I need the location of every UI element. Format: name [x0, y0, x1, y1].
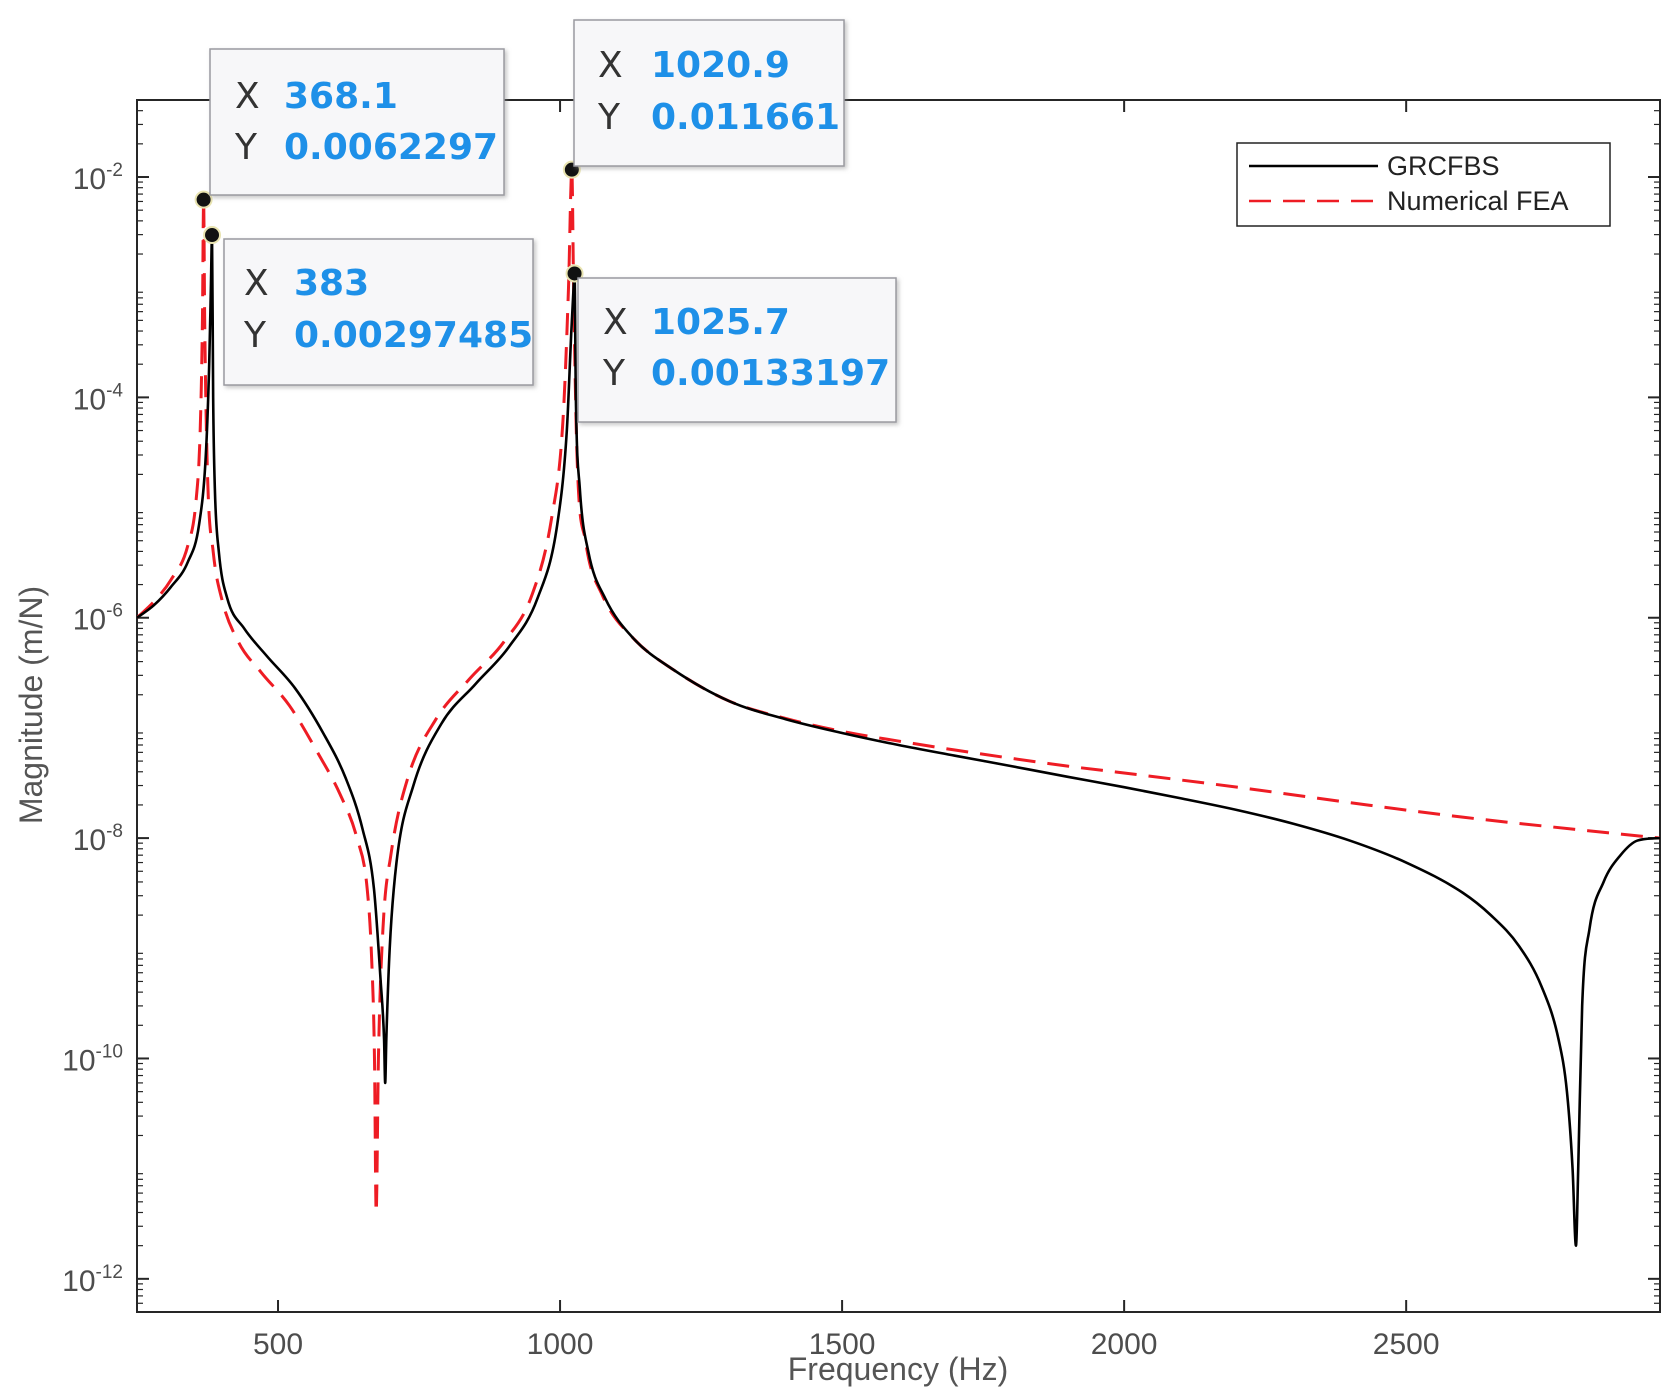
y-tick-label-base: 10	[73, 383, 106, 416]
datatip-x-letter: X	[598, 45, 623, 86]
datatip-3-text: X 1025.7 Y 0.00133197	[602, 302, 890, 394]
series-layer	[137, 168, 1660, 1247]
y-tick-label: 10-10	[62, 1041, 123, 1077]
datatip-1[interactable]	[223, 238, 534, 386]
y-tick-label-base: 10	[62, 1044, 95, 1077]
datatip-box	[573, 19, 845, 167]
legend-box	[1236, 142, 1611, 227]
x-axis-label: Frequency (Hz)	[788, 1351, 1009, 1387]
y-tick-label-exponent: -6	[106, 601, 123, 622]
datatip-y-value: 0.00133197	[651, 353, 890, 394]
datatip-y-letter: Y	[597, 97, 621, 138]
x-tick-label: 500	[253, 1328, 303, 1361]
legend: GRCFBS Numerical FEA	[1236, 142, 1611, 227]
datatip-0-text: X 368.1 Y 0.0062297	[234, 76, 498, 168]
datatip-x-letter: X	[603, 302, 628, 343]
x-tick-label: 1500	[809, 1328, 876, 1361]
datatip-x-value: 1025.7	[651, 302, 790, 343]
datatip-x-value: 368.1	[284, 76, 398, 117]
datatip-3[interactable]	[577, 277, 897, 423]
datatip-y-letter: Y	[602, 353, 626, 394]
y-tick-label: 10-4	[73, 380, 124, 416]
legend-label-numerical-fea: Numerical FEA	[1387, 186, 1569, 216]
y-tick-label-exponent: -4	[106, 380, 123, 401]
y-tick-label-base: 10	[73, 604, 106, 637]
datatip-marker[interactable]	[203, 226, 222, 245]
y-tick-label: 10-2	[73, 160, 123, 196]
y-tick-label: 10-12	[62, 1262, 123, 1298]
datatip-marker[interactable]	[194, 190, 213, 209]
datatip-y-value: 0.011661	[651, 97, 840, 138]
x-tick-label: 2000	[1091, 1328, 1158, 1361]
series-line-grcfbs	[137, 233, 1660, 1247]
y-tick-label: 10-8	[73, 821, 123, 857]
datatip-box	[577, 277, 897, 423]
y-tick-label-base: 10	[73, 163, 106, 196]
y-tick-label-exponent: -10	[96, 1041, 123, 1062]
datatip-0[interactable]	[209, 48, 505, 196]
y-tick-label-exponent: -8	[106, 821, 123, 842]
x-axis-ticks: 500 1000 1500 2000 2500	[253, 100, 1440, 1361]
datatip-box	[223, 238, 534, 386]
datatip-y-letter: Y	[243, 315, 267, 356]
datatip-2-text: X 1020.9 Y 0.011661	[597, 45, 840, 138]
datatip-y-value: 0.0062297	[284, 127, 498, 168]
x-tick-label: 1000	[527, 1328, 594, 1361]
y-tick-label-exponent: -12	[96, 1262, 123, 1283]
y-tick-label-base: 10	[62, 1265, 95, 1298]
datatip-x-letter: X	[235, 76, 260, 117]
legend-label-grcfbs: GRCFBS	[1387, 151, 1500, 181]
y-axis-label: Magnitude (m/N)	[13, 586, 49, 824]
y-tick-label-base: 10	[73, 824, 106, 857]
datatip-y-value: 0.00297485	[294, 315, 533, 356]
datatip-x-value: 1020.9	[651, 45, 790, 86]
x-tick-label: 2500	[1373, 1328, 1440, 1361]
datatip-x-letter: X	[244, 263, 269, 304]
datatip-box	[209, 48, 505, 196]
datatip-1-text: X 383 Y 0.00297485	[243, 263, 533, 356]
datatip-y-letter: Y	[234, 127, 258, 168]
y-tick-label-exponent: -2	[106, 160, 123, 181]
y-tick-label: 10-6	[73, 601, 123, 637]
datatip-x-value: 383	[294, 263, 369, 304]
datatip-2[interactable]	[573, 19, 845, 167]
series-line-numerical-fea	[137, 168, 1660, 1214]
